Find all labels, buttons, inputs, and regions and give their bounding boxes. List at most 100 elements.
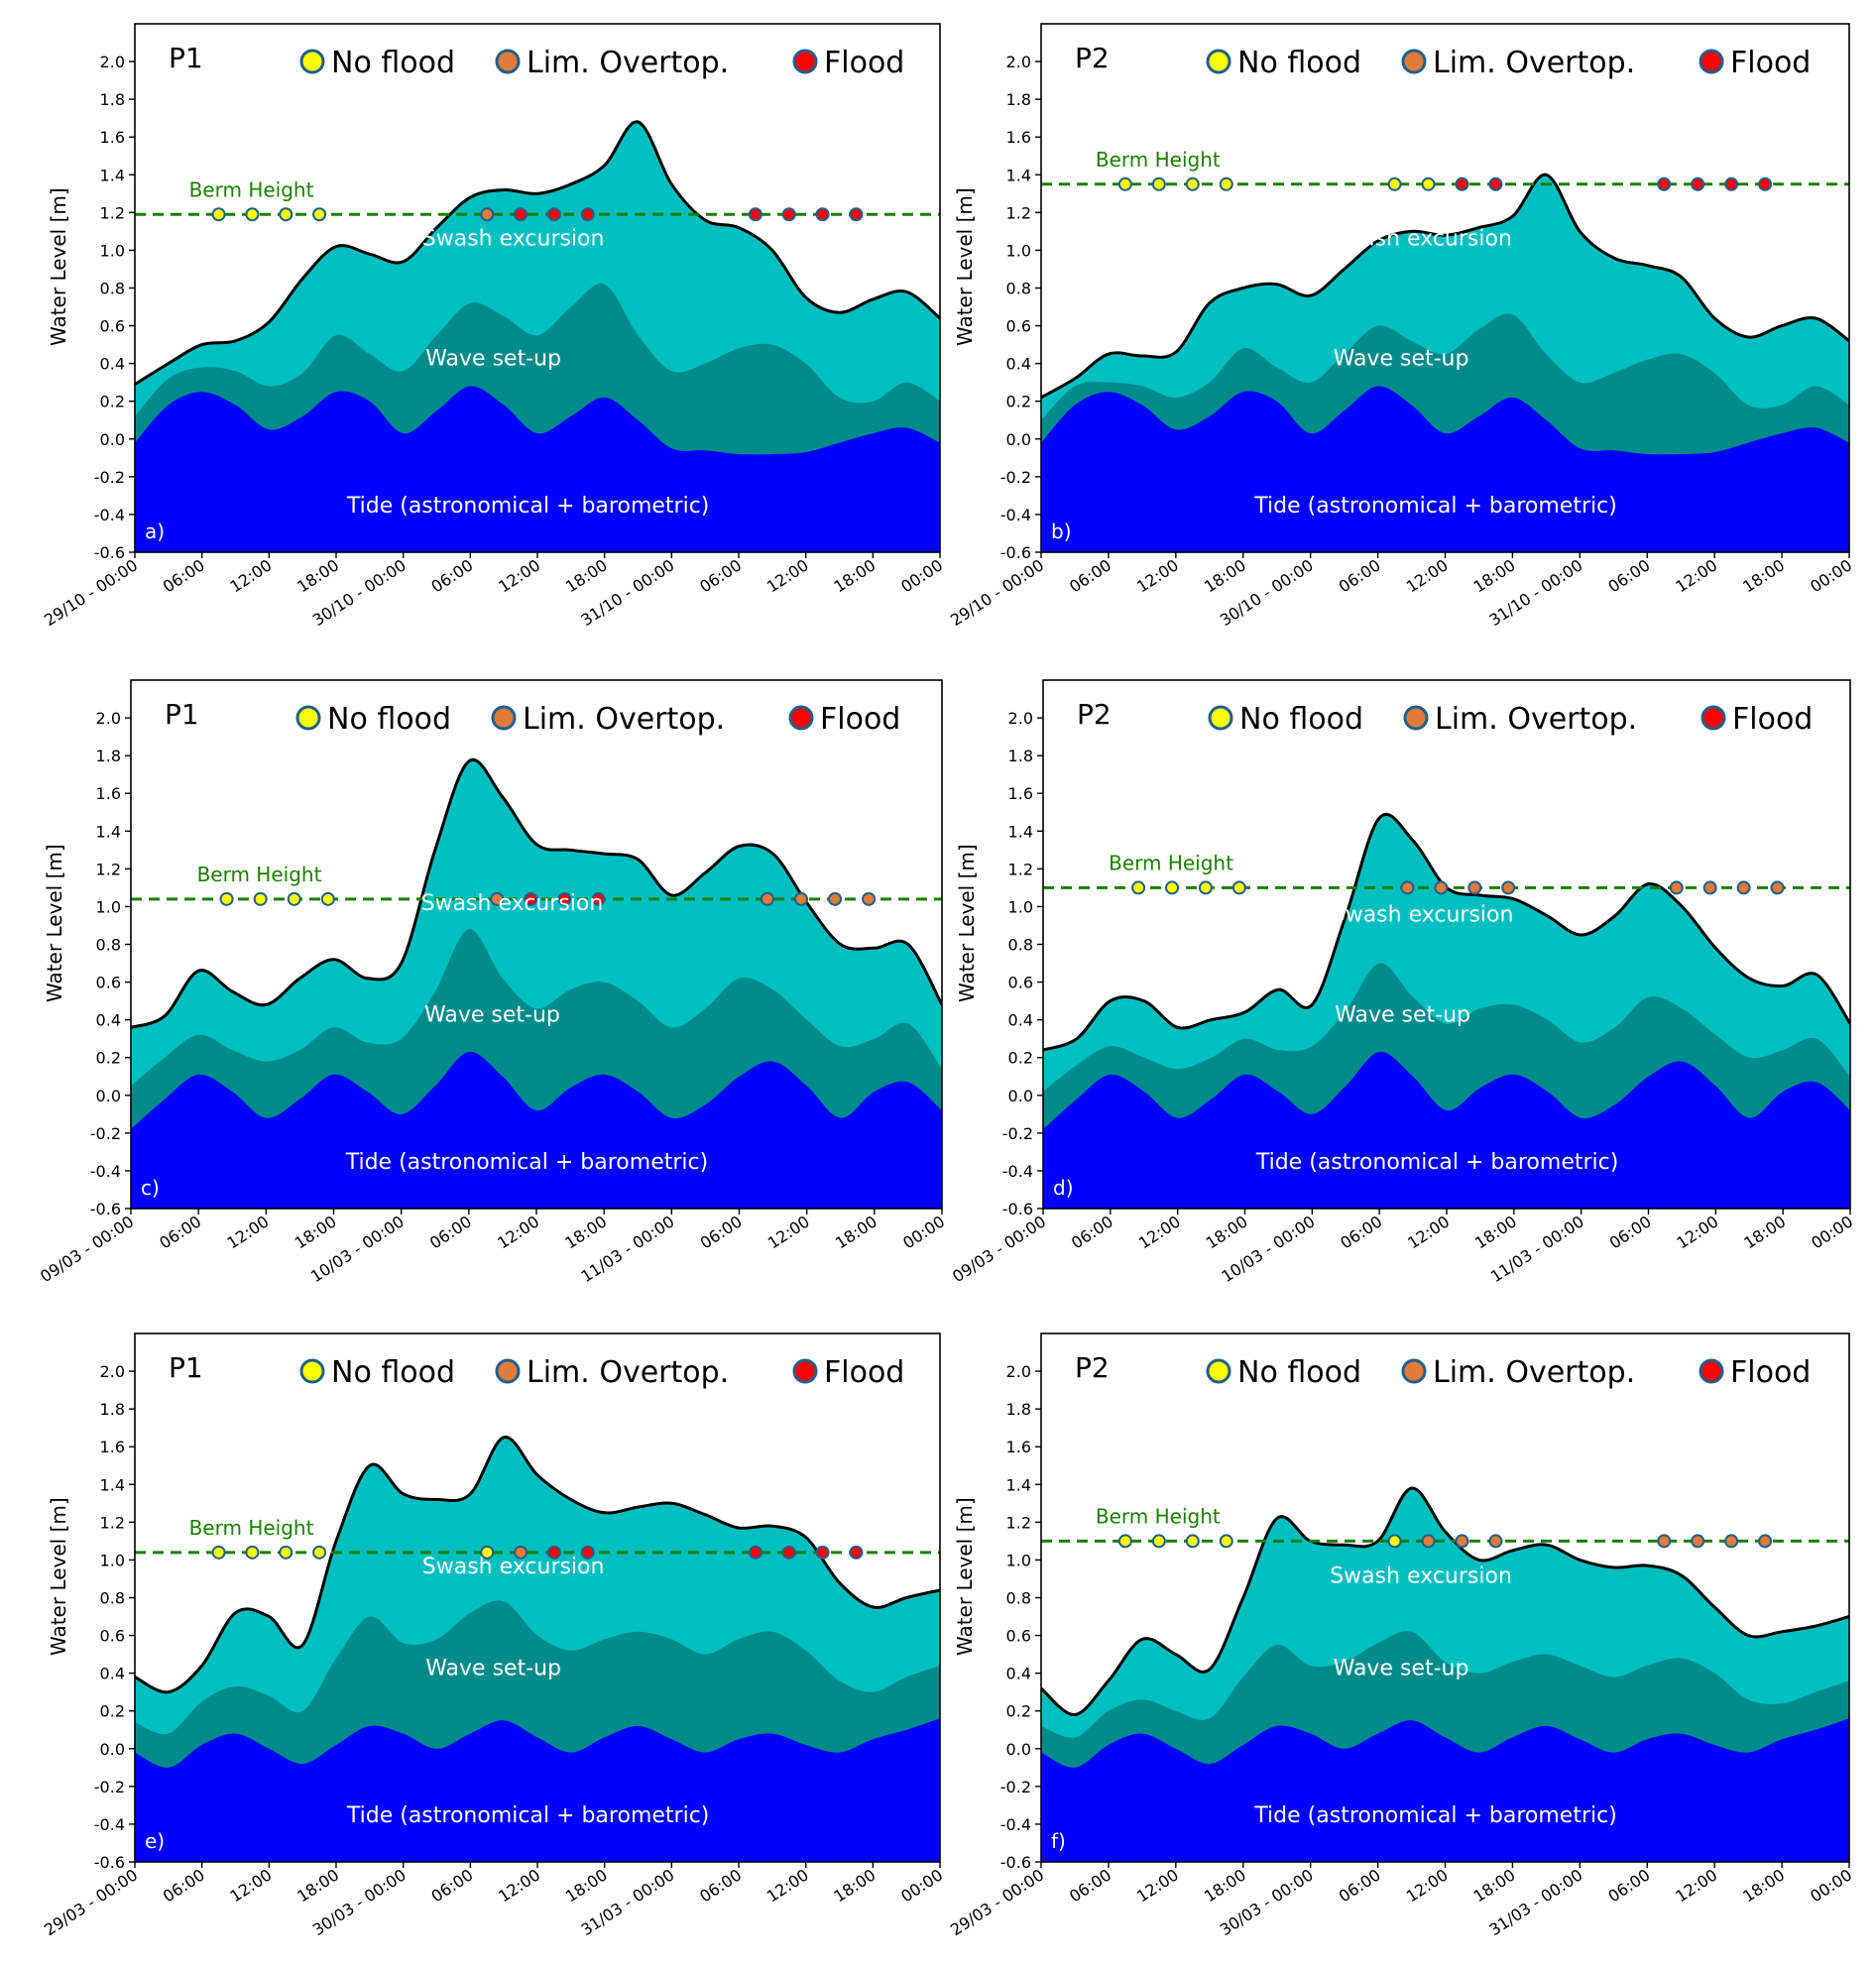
x-tick-label: 18:00 <box>1201 1865 1249 1906</box>
berm-marker-flood <box>781 207 796 222</box>
y-tick-label: 0.4 <box>1008 1011 1033 1030</box>
berm-marker-lim_overtop <box>793 891 808 906</box>
x-tick-label: 06:00 <box>696 555 745 596</box>
y-tick-label: 1.0 <box>100 1551 125 1569</box>
legend-marker-no_flood <box>295 705 321 731</box>
x-tick-label: 12:00 <box>1403 555 1452 596</box>
berm-marker-no_flood <box>1117 176 1132 191</box>
berm-height-label: Berm Height <box>189 177 314 201</box>
y-tick-label: 1.8 <box>1006 1400 1031 1419</box>
x-tick-label: 12:00 <box>763 1865 812 1906</box>
y-tick-label: 1.4 <box>100 1475 125 1494</box>
y-tick-label: 1.4 <box>1008 822 1033 841</box>
berm-marker-lim_overtop <box>862 891 877 906</box>
y-axis-label: Water Level [m] <box>953 187 977 346</box>
legend-label-lim_overtop: Lim. Overtop. <box>1433 46 1635 80</box>
berm-height-label: Berm Height <box>1096 148 1221 172</box>
y-tick-label: 1.4 <box>1006 166 1031 184</box>
y-tick-label: 2.0 <box>100 53 125 71</box>
y-tick-label: -0.6 <box>90 1200 121 1218</box>
y-tick-label: 1.2 <box>96 860 121 878</box>
berm-marker-flood <box>748 207 762 222</box>
berm-marker-no_flood <box>287 891 301 906</box>
y-tick-label: 0.0 <box>100 430 125 449</box>
x-tick-label: 29/03 - 00:00 <box>947 1865 1047 1939</box>
berm-marker-no_flood <box>1185 176 1200 191</box>
wave-setup-label: Wave set-up <box>1335 1003 1470 1028</box>
swash-excursion-label: Swash excursion <box>422 227 605 252</box>
y-tick-label: -0.2 <box>94 1778 125 1796</box>
legend-label-flood: Flood <box>824 1355 904 1390</box>
site-label: P1 <box>169 1351 203 1384</box>
y-tick-label: 0.2 <box>100 1702 125 1721</box>
berm-marker-no_flood <box>279 1545 293 1560</box>
legend-marker-no_flood <box>1208 705 1233 731</box>
y-tick-label: 0.0 <box>1006 430 1031 449</box>
tide-area <box>135 386 940 552</box>
berm-marker-no_flood <box>312 1545 327 1560</box>
y-tick-label: -0.6 <box>94 543 125 562</box>
x-tick-label: 18:00 <box>562 1865 611 1906</box>
y-tick-label: 1.4 <box>100 166 125 184</box>
x-tick-label: 06:00 <box>1068 1212 1116 1252</box>
y-tick-label: -0.6 <box>94 1853 125 1872</box>
chart-panel-b: Berm Height Swash excursion Wave set-up Tid… <box>947 23 1855 630</box>
berm-marker-lim_overtop <box>1400 880 1415 895</box>
legend-label-no_flood: No flood <box>327 702 451 737</box>
berm-marker-lim_overtop <box>1724 1534 1739 1549</box>
x-tick-label: 18:00 <box>1470 555 1519 596</box>
x-tick-label: 06:00 <box>160 1865 208 1906</box>
legend-marker-flood <box>788 705 814 731</box>
x-tick-label: 06:00 <box>1066 1865 1114 1906</box>
x-tick-label: 29/03 - 00:00 <box>41 1865 141 1939</box>
berm-marker-lim_overtop <box>1501 880 1516 895</box>
wave-setup-label: Wave set-up <box>1334 1657 1469 1681</box>
legend-marker-lim_overtop <box>1401 1358 1427 1384</box>
y-tick-label: -0.4 <box>94 506 125 524</box>
berm-marker-no_flood <box>1219 1534 1233 1549</box>
berm-marker-no_flood <box>253 891 268 906</box>
water-level-envelope-line <box>135 120 940 386</box>
swash-excursion-label: Swash excursion <box>421 891 604 916</box>
y-tick-label: 0.6 <box>1008 974 1033 992</box>
site-label: P1 <box>165 698 199 731</box>
legend-label-lim_overtop: Lim. Overtop. <box>1435 702 1637 737</box>
y-tick-label: -0.6 <box>1000 1853 1031 1872</box>
x-tick-label: 00:00 <box>897 555 946 596</box>
area-layers <box>131 757 942 1209</box>
x-tick-label: 12:00 <box>494 1212 542 1252</box>
y-tick-label: 1.4 <box>1006 1475 1031 1494</box>
y-tick-label: 1.8 <box>96 747 121 765</box>
y-tick-label: 1.8 <box>1006 90 1031 109</box>
berm-marker-flood <box>546 1545 561 1560</box>
y-tick-label: 0.6 <box>1006 1627 1031 1646</box>
y-tick-label: 2.0 <box>100 1362 125 1381</box>
x-tick-label: 18:00 <box>1739 555 1788 596</box>
legend-label-no_flood: No flood <box>331 46 455 80</box>
berm-marker-no_flood <box>279 207 293 222</box>
berm-marker-lim_overtop <box>490 891 505 906</box>
chart-panel-e: Berm Height Swash excursion Wave set-up Tid… <box>41 1332 946 1939</box>
y-tick-label: 1.8 <box>100 1400 125 1419</box>
berm-marker-flood <box>1657 176 1672 191</box>
legend-marker-flood <box>1699 1358 1724 1384</box>
x-tick-label: 12:00 <box>764 1212 813 1252</box>
panel-label: e) <box>145 1829 165 1853</box>
y-axis-label: Water Level [m] <box>955 844 979 1002</box>
legend: No flood Lim. Overtop. Flood <box>1208 702 1813 737</box>
y-tick-label: 1.8 <box>1008 747 1033 765</box>
berm-marker-lim_overtop <box>480 207 495 222</box>
berm-marker-no_flood <box>320 891 335 906</box>
tide-label: Tide (astronomical + barometric) <box>345 1150 709 1175</box>
y-tick-label: -0.4 <box>90 1162 121 1181</box>
legend-marker-lim_overtop <box>1403 705 1429 731</box>
y-tick-label: -0.2 <box>1000 468 1031 487</box>
x-tick-label: 12:00 <box>226 1865 275 1906</box>
x-tick-label: 18:00 <box>292 1212 340 1252</box>
berm-marker-flood <box>1455 176 1469 191</box>
legend-marker-no_flood <box>1206 49 1231 74</box>
legend-label-lim_overtop: Lim. Overtop. <box>527 46 729 80</box>
y-tick-label: -0.4 <box>1002 1162 1033 1181</box>
panel-label: c) <box>141 1176 160 1200</box>
